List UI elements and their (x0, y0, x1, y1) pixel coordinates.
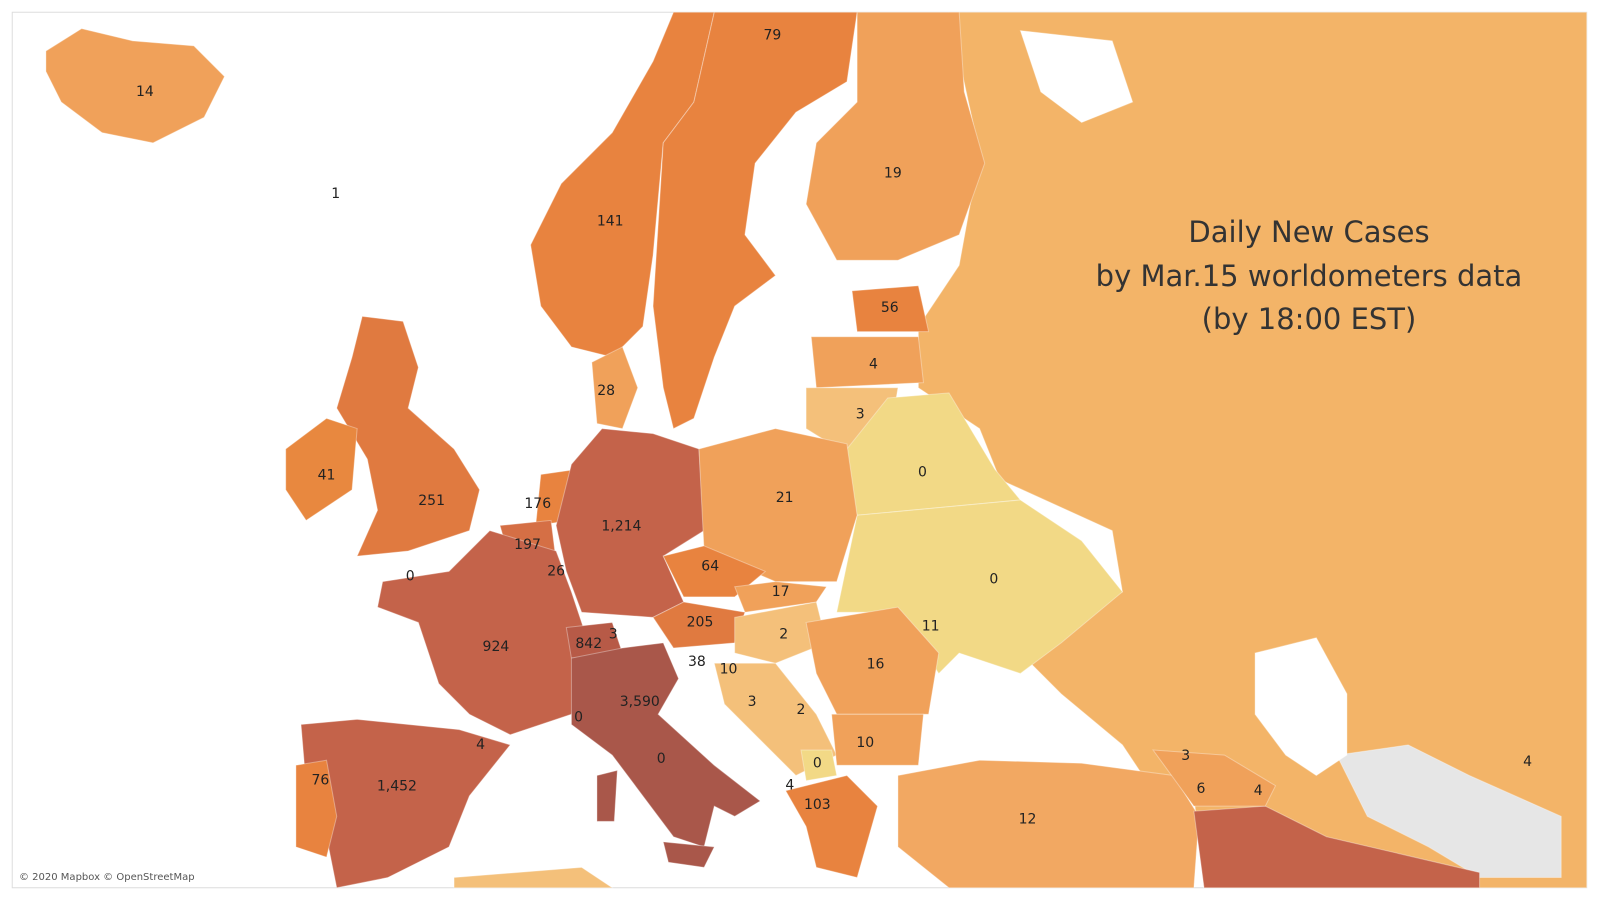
region (734, 601, 828, 664)
region-label: 3 (748, 694, 757, 710)
region (596, 769, 618, 822)
title-line: Daily New Cases (1188, 215, 1429, 249)
region (805, 11, 986, 261)
region-label: 924 (483, 639, 510, 655)
region-label: 1,452 (377, 779, 417, 795)
region-label: 64 (701, 558, 719, 574)
region-label: 38 (688, 654, 706, 670)
region (336, 315, 481, 557)
map-layer (11, 11, 1588, 889)
region-label: 0 (813, 755, 822, 771)
region-label: 141 (597, 213, 624, 229)
region-label: 16 (867, 656, 885, 672)
region-label: 2 (797, 702, 806, 718)
region-label: 1,214 (601, 519, 641, 535)
region (897, 759, 1200, 889)
region-label: 103 (804, 797, 831, 813)
region-label: 842 (575, 636, 602, 652)
region (662, 545, 767, 598)
region-label: 56 (881, 300, 899, 316)
region-label: 4 (1523, 754, 1532, 770)
region-label: 4 (476, 737, 485, 753)
region-label: 2 (779, 627, 788, 643)
region-label: 10 (856, 735, 874, 751)
region (733, 581, 828, 613)
region-label: 12 (1019, 811, 1037, 827)
region-label: 41 (318, 468, 336, 484)
sea (1254, 637, 1348, 777)
region (591, 346, 639, 430)
region (45, 28, 226, 144)
region-label: 176 (524, 496, 551, 512)
region-label: 76 (311, 773, 329, 789)
region-label: 6 (1197, 781, 1206, 797)
region-label: 14 (136, 84, 154, 100)
region-label: 28 (597, 383, 615, 399)
region (530, 11, 715, 358)
region (662, 841, 716, 868)
region (570, 642, 762, 848)
region-label: 0 (918, 464, 927, 480)
attribution: © 2020 Mapbox © OpenStreetMap (19, 872, 195, 883)
region-label: 4 (785, 778, 794, 794)
region-label: 3 (609, 627, 618, 643)
sea (1019, 30, 1134, 124)
region-label: 4 (869, 356, 878, 372)
region-label: 1 (331, 186, 340, 202)
region (285, 417, 358, 522)
region-label: 0 (989, 572, 998, 588)
region-label: 3 (856, 406, 865, 422)
region-label: 0 (574, 709, 583, 725)
region (805, 606, 940, 715)
region (376, 530, 593, 736)
region (1151, 749, 1277, 807)
region-label: 26 (547, 563, 565, 579)
region-label: 19 (884, 165, 902, 181)
region-label: 251 (418, 493, 445, 509)
region (831, 713, 925, 766)
region (295, 759, 338, 858)
region-label: 21 (776, 490, 794, 506)
region (652, 11, 858, 430)
region-label: 205 (687, 614, 714, 630)
region-label: 197 (514, 537, 541, 553)
region (453, 866, 614, 889)
region-label: 10 (720, 661, 738, 677)
region (810, 336, 925, 389)
title-line: by Mar.15 worldometers data (1096, 259, 1523, 293)
region-label: 11 (922, 619, 940, 635)
region-label: 17 (772, 584, 790, 600)
region (555, 428, 705, 618)
region (784, 774, 879, 879)
region (800, 749, 838, 782)
region-label: 0 (657, 751, 666, 767)
region-label: 0 (406, 569, 415, 585)
region-label: 4 (1254, 783, 1263, 799)
region-label: 3,590 (620, 694, 660, 710)
region-label: 3 (1181, 748, 1190, 764)
title-line: (by 18:00 EST) (1202, 302, 1417, 336)
region-label: 79 (764, 28, 782, 44)
region (851, 285, 930, 333)
region (1335, 744, 1562, 879)
